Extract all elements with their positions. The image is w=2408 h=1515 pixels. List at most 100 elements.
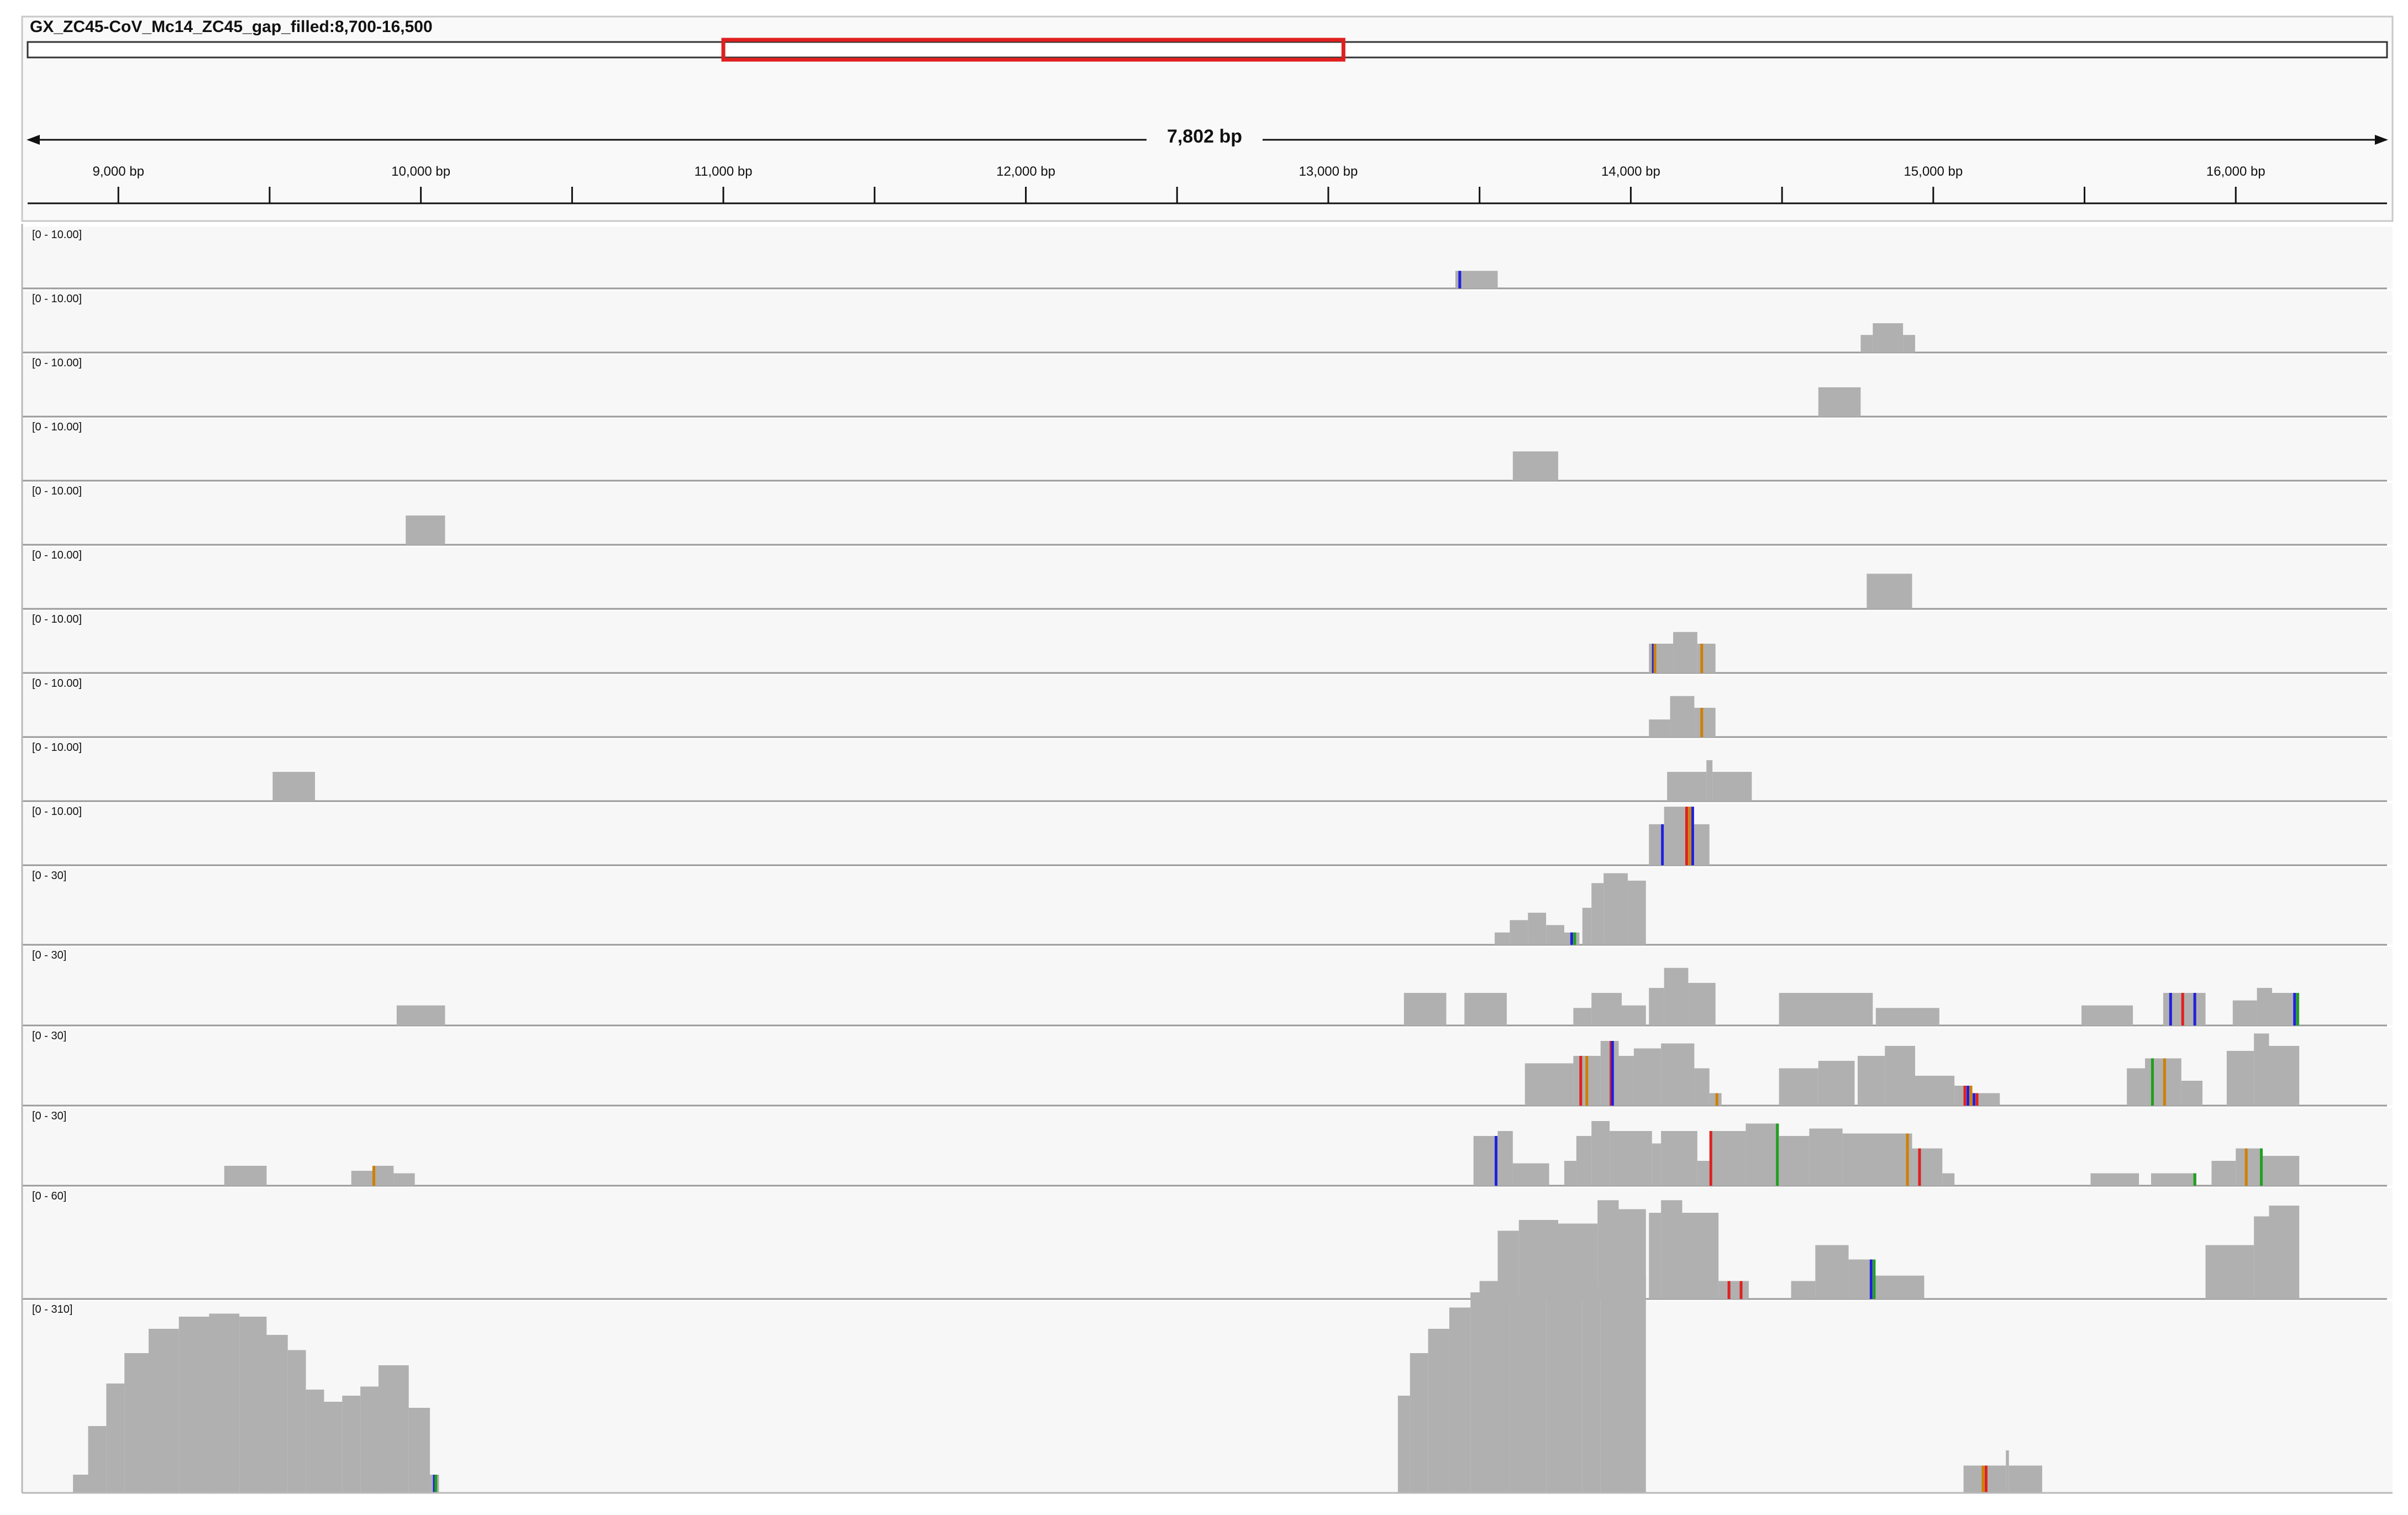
mismatch-bar xyxy=(1579,1056,1582,1106)
track-background xyxy=(22,675,2393,737)
tick-label: 9,000 bp xyxy=(92,164,144,179)
coverage-bar xyxy=(1582,908,1592,945)
coverage-track[interactable] xyxy=(22,1028,2393,1107)
span-arrow-left-head xyxy=(27,135,40,145)
coverage-bar xyxy=(1455,271,1498,288)
track-background xyxy=(22,547,2393,609)
mismatch-bar xyxy=(1967,1086,1970,1106)
coverage-bar xyxy=(1546,925,1564,945)
coverage-bar xyxy=(1410,1353,1428,1493)
coverage-track[interactable] xyxy=(22,483,2393,546)
chromosome-ideogram[interactable] xyxy=(27,41,2388,59)
coverage-bar xyxy=(396,1005,445,1025)
coverage-bar xyxy=(1633,1048,1662,1106)
coverage-bar xyxy=(406,515,445,545)
ruler-ticks xyxy=(117,187,2237,203)
coverage-bar xyxy=(2181,1081,2203,1106)
coverage-bar xyxy=(1670,696,1695,737)
coverage-bar xyxy=(1842,1133,1912,1186)
coverage-bar xyxy=(2081,1005,2133,1025)
coverage-track[interactable] xyxy=(22,675,2393,738)
coverage-track[interactable] xyxy=(22,739,2393,802)
coverage-bar xyxy=(1815,1245,1849,1299)
mismatch-bar xyxy=(1727,1281,1731,1299)
coverage-bar xyxy=(1573,1008,1592,1025)
coverage-bar xyxy=(1603,873,1628,945)
coverage-track[interactable] xyxy=(22,611,2393,674)
coverage-bar xyxy=(2009,1465,2042,1493)
current-region-box[interactable] xyxy=(721,38,1345,62)
tick-label: 11,000 bp xyxy=(694,164,753,179)
data-range-label: [0 - 10.00] xyxy=(32,357,82,369)
span-arrow-right-head xyxy=(2375,135,2388,145)
data-range-label: [0 - 30] xyxy=(32,1030,67,1042)
coverage-track[interactable] xyxy=(22,803,2393,866)
coverage-track[interactable] xyxy=(22,419,2393,482)
mismatch-bar xyxy=(2181,993,2184,1025)
track-background xyxy=(22,291,2393,353)
data-range-label: [0 - 10.00] xyxy=(32,485,82,497)
coverage-bar xyxy=(224,1166,267,1186)
coverage-track[interactable] xyxy=(22,867,2393,946)
coverage-bar xyxy=(1818,1061,1855,1106)
coverage-bar xyxy=(2260,1156,2300,1186)
coverage-track[interactable] xyxy=(22,1277,2393,1494)
mismatch-bar xyxy=(1685,807,1688,865)
coverage-track[interactable] xyxy=(22,1188,2393,1300)
coverage-track[interactable] xyxy=(22,947,2393,1027)
coverage-bar xyxy=(1528,912,1547,945)
mismatch-bar xyxy=(1984,1465,1988,1493)
coverage-bar xyxy=(2226,1051,2254,1106)
track-background xyxy=(22,1028,2393,1106)
coverage-bar xyxy=(378,1365,409,1493)
coverage-track[interactable] xyxy=(22,291,2393,354)
data-range-label: [0 - 10.00] xyxy=(32,806,82,818)
coverage-bar xyxy=(1428,1329,1449,1493)
coverage-bar xyxy=(1712,772,1752,801)
mismatch-bar xyxy=(2293,993,2296,1025)
coverage-bar xyxy=(1694,708,1716,737)
mismatch-bar xyxy=(2296,993,2299,1025)
mismatch-bar xyxy=(1918,1148,1921,1186)
coverage-bar xyxy=(1661,1043,1695,1106)
track-background xyxy=(22,483,2393,545)
mismatch-bar xyxy=(1653,644,1657,673)
coverage-bar xyxy=(2232,1000,2257,1025)
coverage-bar xyxy=(1664,967,1689,1025)
coverage-bar xyxy=(1779,1068,1818,1106)
coverage-bar xyxy=(106,1384,125,1493)
coverage-track[interactable] xyxy=(22,227,2393,290)
coverage-bar xyxy=(1779,993,1873,1025)
coverage-bar xyxy=(1495,932,1510,945)
mismatch-bar xyxy=(1975,1093,1979,1106)
coverage-bar xyxy=(1497,1131,1513,1186)
data-range-label: [0 - 10.00] xyxy=(32,229,82,241)
coverage-bar xyxy=(1510,1298,1547,1493)
coverage-bar xyxy=(272,772,316,801)
coverage-bar xyxy=(1624,1277,1646,1493)
data-range-label: [0 - 30] xyxy=(32,949,67,961)
mismatch-bar xyxy=(2151,1058,2154,1106)
coverage-track[interactable] xyxy=(22,355,2393,418)
data-range-label: [0 - 10.00] xyxy=(32,741,82,754)
coverage-bar xyxy=(148,1329,179,1493)
data-range-label: [0 - 10.00] xyxy=(32,677,82,690)
coverage-bar xyxy=(1649,988,1664,1025)
coverage-track[interactable] xyxy=(22,547,2393,610)
coverage-track[interactable] xyxy=(22,1108,2393,1187)
coverage-bar xyxy=(2211,1161,2236,1186)
mismatch-bar xyxy=(372,1166,376,1186)
track-background xyxy=(22,739,2393,801)
mismatch-bar xyxy=(1573,932,1576,945)
data-range-label: [0 - 10.00] xyxy=(32,613,82,625)
track-background xyxy=(22,867,2393,945)
coverage-bar xyxy=(1397,1396,1410,1493)
coverage-bar xyxy=(2205,1245,2254,1299)
data-range-label: [0 - 10.00] xyxy=(32,421,82,433)
coverage-bar xyxy=(88,1426,107,1493)
coverage-bar xyxy=(1718,1281,1749,1299)
data-range-label: [0 - 310] xyxy=(32,1303,73,1316)
mismatch-bar xyxy=(1963,1086,1967,1106)
